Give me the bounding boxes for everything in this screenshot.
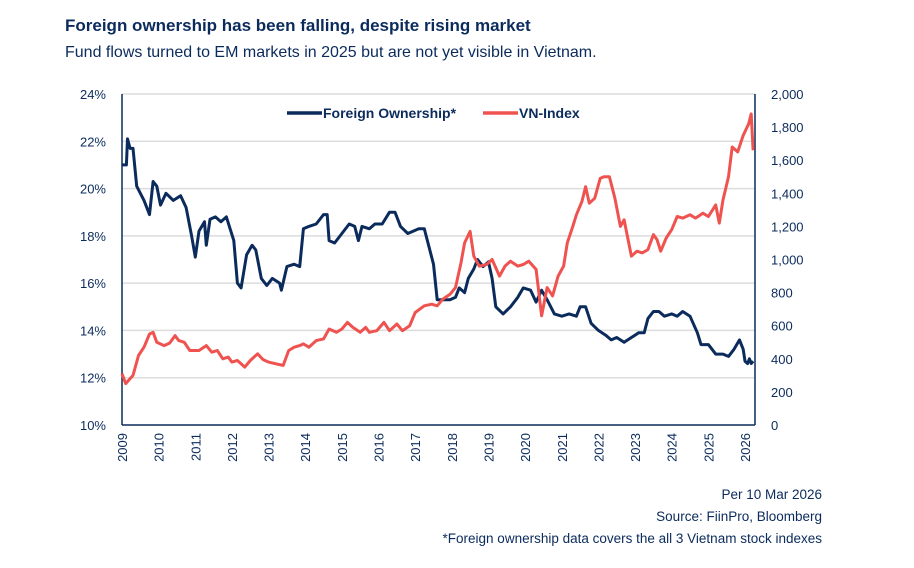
source-note: Source: FiinPro, Bloomberg [656,509,822,524]
vn-index-line [120,112,755,386]
chart-subtitle: Fund flows turned to EM markets in 2025 … [65,44,597,61]
y-left-tick-label: 22% [80,134,106,149]
y-right-tick-label: 600 [771,319,793,334]
x-tick-label: 2015 [335,433,350,462]
chart-title: Foreign ownership has been falling, desp… [65,16,531,35]
y-left-tick-label: 12% [80,371,106,386]
y-left-tick-label: 14% [80,323,106,338]
y-left-tick-label: 20% [80,182,106,197]
y-right-tick-label: 400 [771,352,793,367]
y-right-tick-label: 1,400 [771,186,804,201]
x-tick-label: 2010 [152,433,167,462]
y-left-tick-label: 24% [80,87,106,102]
y-right-tick-label: 1,800 [771,120,804,135]
foreign-ownership-line [122,137,755,365]
x-tick-label: 2018 [445,433,460,462]
y-right-tick-label: 1,000 [771,253,804,268]
y-left-tick-label: 10% [80,418,106,433]
x-tick-label: 2020 [518,433,533,462]
y-right-tick-label: 2,000 [771,87,804,102]
x-tick-label: 2017 [408,433,423,462]
y-right-tick-label: 200 [771,385,793,400]
date-note: Per 10 Mar 2026 [721,487,822,502]
x-tick-label: 2014 [298,433,313,462]
legend-label: VN-Index [519,105,580,121]
x-tick-label: 2021 [555,433,570,462]
y-right-tick-label: 0 [771,418,778,433]
legend-label: Foreign Ownership* [323,105,457,121]
x-tick-label: 2009 [115,433,130,462]
y-right-tick-label: 1,200 [771,219,804,234]
x-tick-label: 2011 [188,433,203,461]
y-left-tick-label: 18% [80,229,106,244]
x-tick-label: 2016 [372,433,387,462]
x-tick-label: 2013 [262,433,277,462]
footnote: *Foreign ownership data covers the all 3… [442,531,822,546]
x-tick-label: 2012 [225,433,240,462]
y-left-tick-label: 16% [80,276,106,291]
x-tick-label: 2022 [591,433,606,462]
x-tick-label: 2025 [701,433,716,462]
x-tick-label: 2026 [738,433,753,462]
x-tick-label: 2024 [665,433,680,462]
y-right-tick-label: 800 [771,286,793,301]
chart-svg: 10% 12% 14% 16% 18% 20% 22% 24% 0 200 400 600 800 1,0… [80,87,804,462]
y-right-tick-label: 1,600 [771,153,804,168]
x-tick-label: 2023 [628,433,643,462]
x-tick-label: 2019 [481,433,496,462]
